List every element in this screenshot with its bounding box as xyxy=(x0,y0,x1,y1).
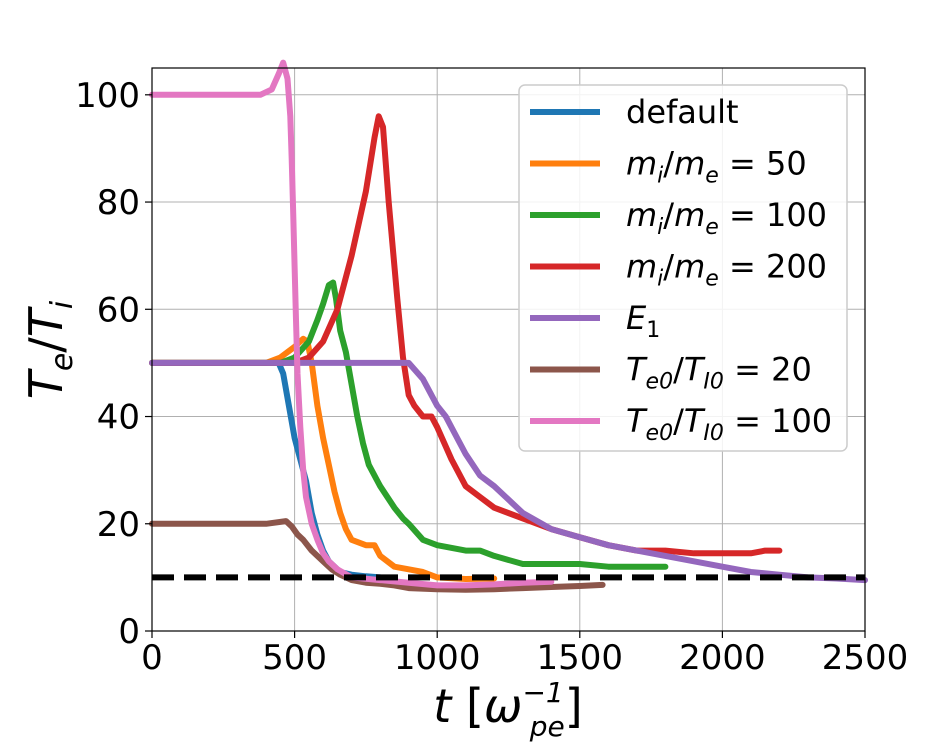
series-line-4 xyxy=(149,113,783,557)
x-axis-ticks: 0 500 1000 1500 2000 2500 xyxy=(141,631,908,678)
y-tick-label: 100 xyxy=(75,76,140,116)
legend-label-5: E1 xyxy=(626,299,660,343)
x-tick-label: 500 xyxy=(262,638,327,678)
legend-label-1: default xyxy=(626,93,739,131)
y-tick-label: 20 xyxy=(97,505,140,545)
x-tick-label: 1000 xyxy=(394,638,481,678)
y-axis-title: Te/Ti xyxy=(19,300,80,399)
y-tick-label: 80 xyxy=(97,183,140,223)
series-line-1 xyxy=(149,357,384,581)
legend-label-2: mi/me = 50 xyxy=(626,145,807,189)
y-tick-label: 40 xyxy=(97,398,140,438)
x-axis-title: t [ω−1 pe] xyxy=(433,676,582,743)
series-line-2 xyxy=(149,335,498,582)
x-tick-label: 2000 xyxy=(679,638,766,678)
x-tick-label: 2500 xyxy=(822,638,909,678)
legend-label-4: mi/me = 200 xyxy=(626,248,827,292)
series-line-6 xyxy=(149,518,606,593)
series-line-3 xyxy=(149,279,669,570)
legend-label-6: Te0/TI0 = 20 xyxy=(626,351,812,395)
plot-frame xyxy=(151,67,866,632)
y-tick-label: 0 xyxy=(118,612,140,652)
legend-label-7: Te0/TI0 = 100 xyxy=(626,402,832,446)
y-axis-ticks: 0 20 40 60 80 100 xyxy=(75,76,152,652)
x-tick-label: 1500 xyxy=(537,638,624,678)
y-tick-label: 60 xyxy=(97,290,140,330)
series-line-7 xyxy=(149,59,555,589)
legend-box xyxy=(518,84,848,452)
legend-items: default mi/me = 50 mi/me = 100 mi/me = 200 E… xyxy=(530,93,832,446)
legend: default mi/me = 50 mi/me = 100 mi/me = 200 E… xyxy=(518,84,848,452)
series-layer xyxy=(149,59,868,593)
x-tick-label: 0 xyxy=(141,638,163,678)
legend-label-3: mi/me = 100 xyxy=(626,196,827,240)
series-line-5 xyxy=(149,359,868,584)
